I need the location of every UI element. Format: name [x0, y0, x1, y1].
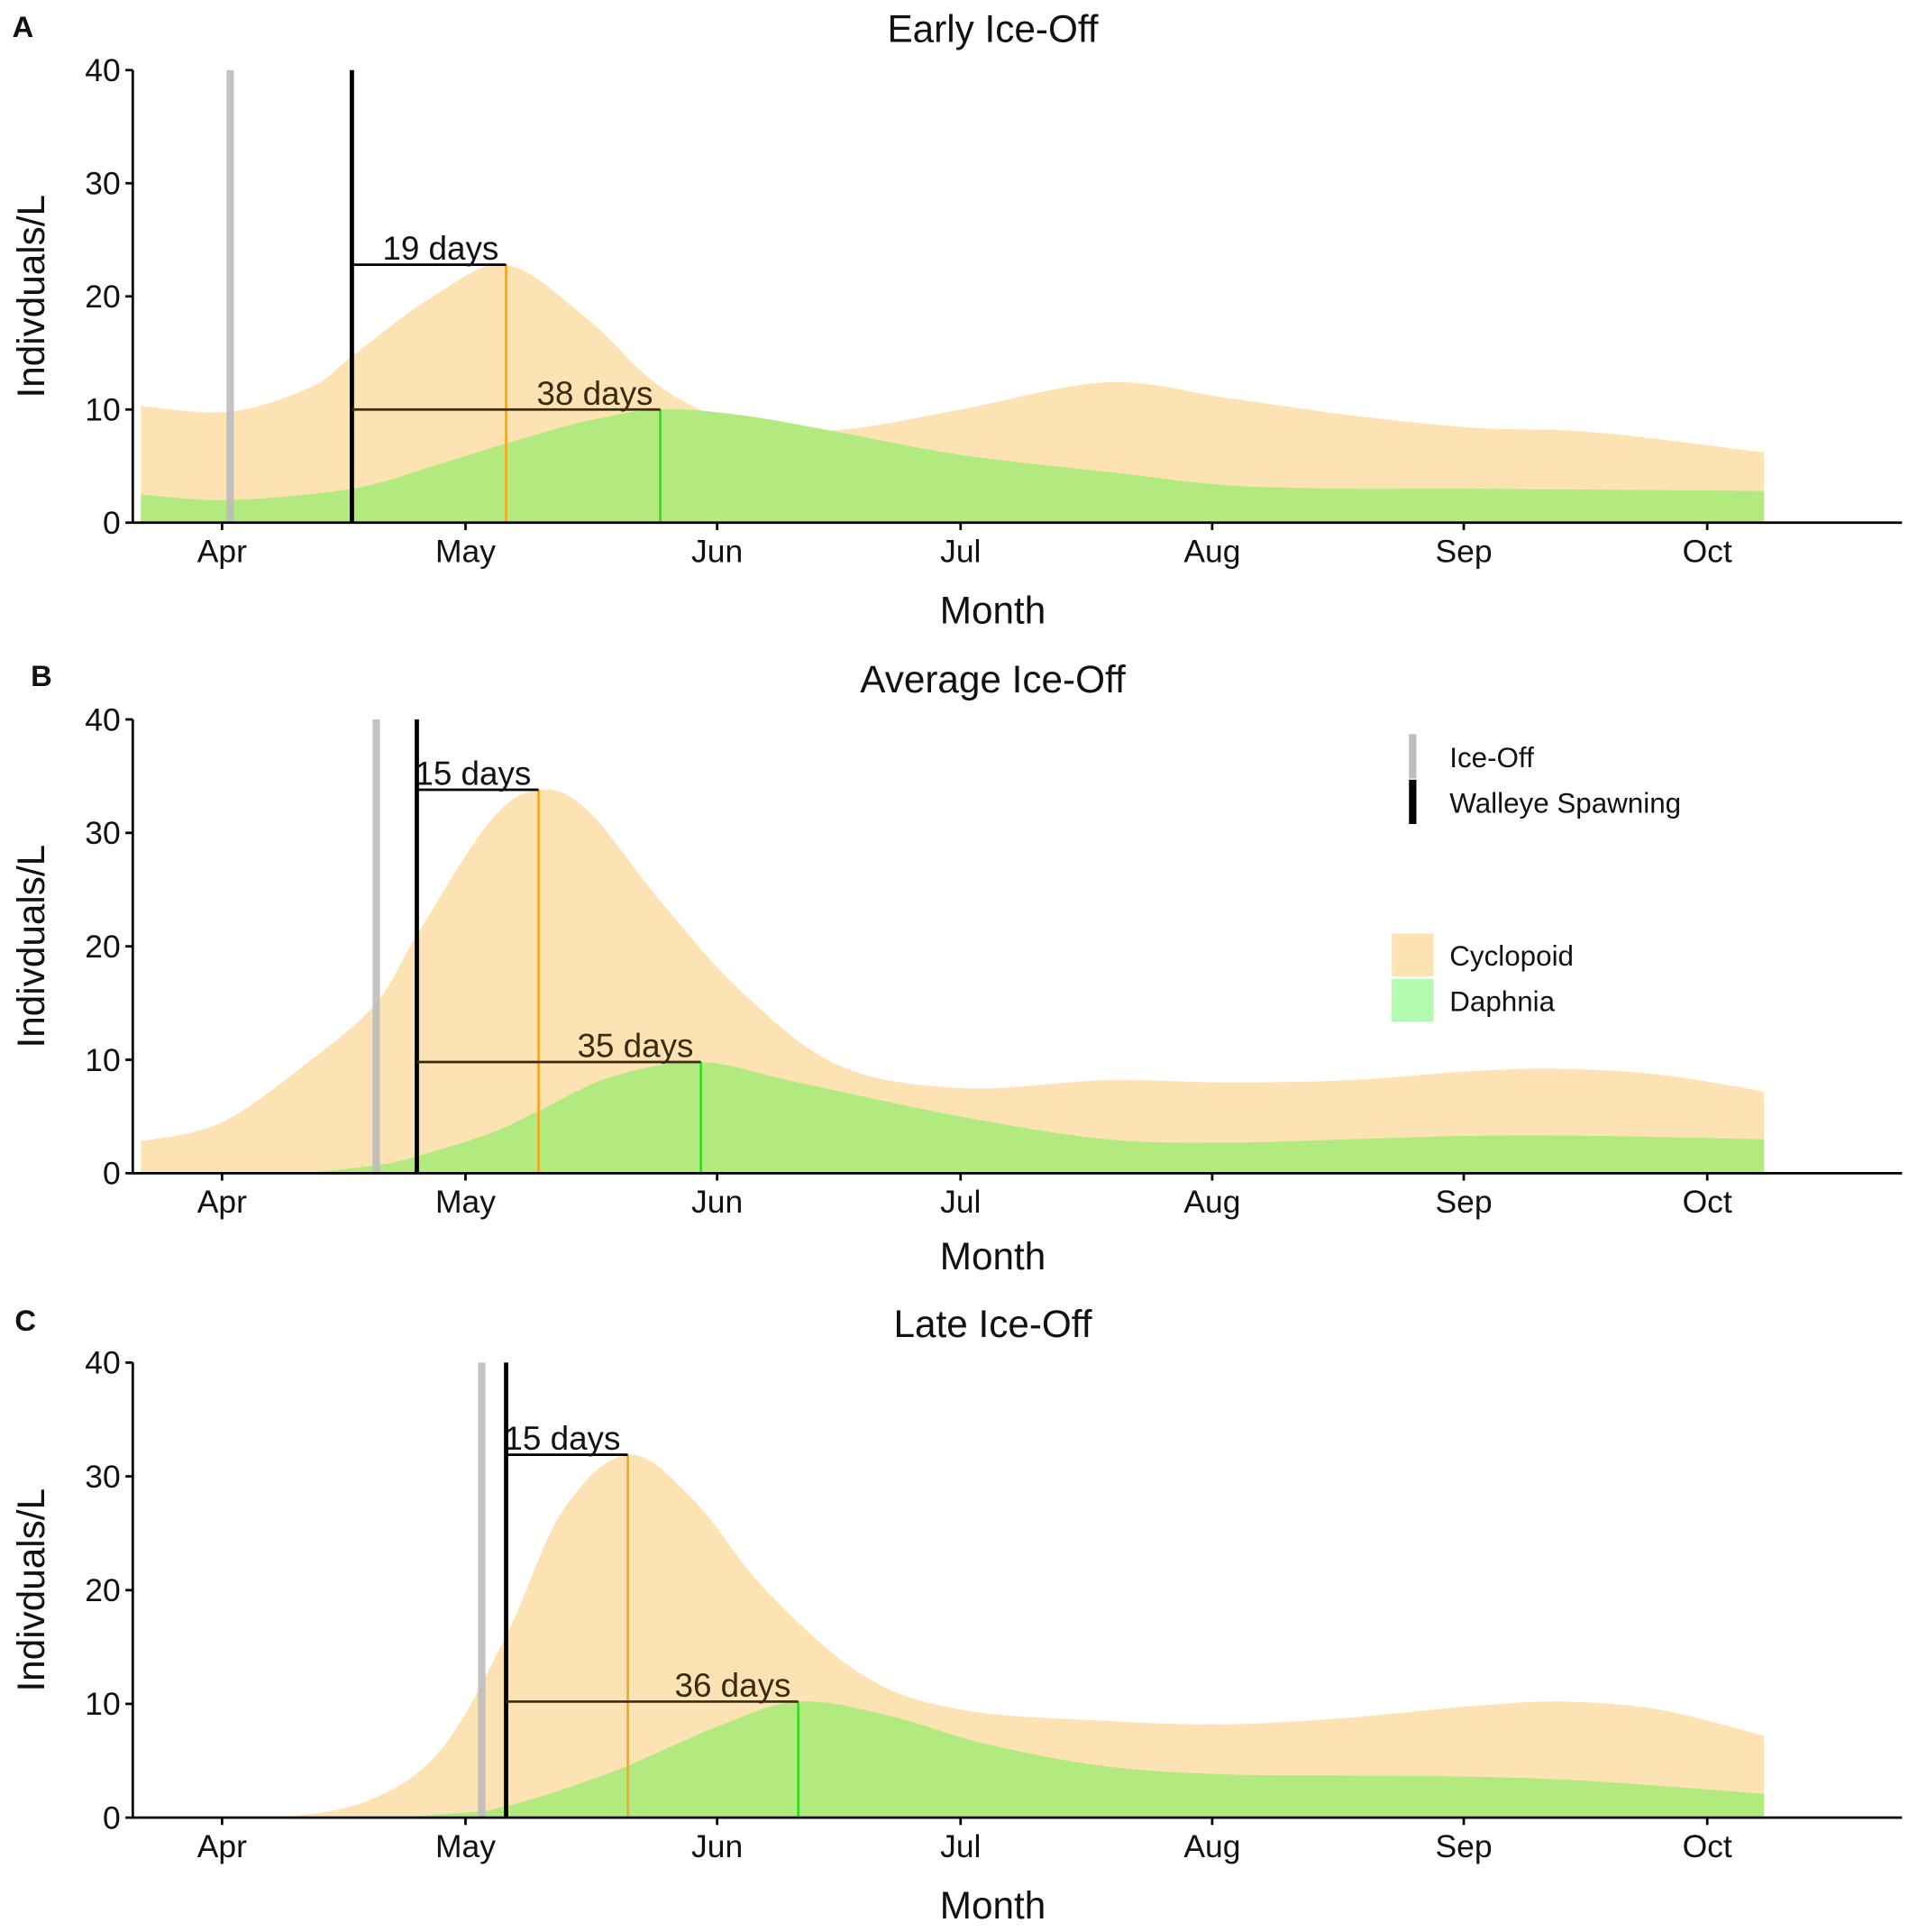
area-cyclopoid	[141, 1454, 1765, 1819]
x-axis-title: Month	[940, 1884, 1046, 1927]
legend: Ice-Off Walleye Spawning Cyclopoid Daphnia	[1392, 734, 1681, 1022]
y-tick-label: 0	[103, 1799, 121, 1836]
x-tick-label: Oct	[1683, 533, 1732, 569]
panel-title: Late Ice-Off	[893, 1303, 1091, 1345]
x-tick-label: Oct	[1683, 1184, 1732, 1220]
y-tick-label: 30	[85, 166, 120, 202]
panel-c: C Late Ice-Off 15 days 36 days 0 10 20 30 40 Apr M…	[10, 1303, 1903, 1927]
y-tick-label: 10	[85, 1686, 120, 1722]
y-tick-label: 30	[85, 1459, 120, 1495]
x-tick-label: Jun	[691, 1828, 743, 1864]
x-tick-label: Apr	[197, 1828, 247, 1864]
x-tick-label: Jul	[940, 1828, 981, 1864]
panel-letter: A	[13, 10, 34, 43]
y-tick-label: 40	[85, 1345, 120, 1381]
x-tick-label: Apr	[197, 1184, 247, 1220]
y-tick-label: 20	[85, 1572, 120, 1608]
x-tick-label: Sep	[1435, 1184, 1492, 1220]
interval-label: 15 days	[415, 755, 531, 792]
x-tick-label: May	[435, 533, 496, 569]
legend-swatch-daphnia	[1392, 978, 1434, 1022]
x-tick-label: May	[435, 1828, 496, 1864]
area-daphnia	[141, 1061, 1765, 1175]
y-tick-label: 40	[85, 701, 120, 737]
x-tick-label: Sep	[1435, 533, 1492, 569]
x-tick-label: Jun	[691, 1184, 743, 1220]
area-cyclopoid	[141, 789, 1765, 1174]
y-axis-title: Indivduals/L	[10, 845, 52, 1048]
interval-label: 38 days	[536, 375, 653, 412]
legend-swatch-cyclopoid	[1392, 933, 1434, 977]
y-tick-label: 20	[85, 929, 120, 965]
x-tick-label: Aug	[1183, 1828, 1240, 1864]
panel-a: A Early Ice-Off 19 days 38 days 0 10 20 30 40 Apr…	[10, 7, 1903, 632]
area-daphnia	[141, 1701, 1765, 1818]
interval-label: 35 days	[577, 1028, 693, 1065]
x-tick-label: May	[435, 1184, 496, 1220]
interval-label: 15 days	[504, 1420, 620, 1457]
x-tick-label: Jul	[940, 1184, 981, 1220]
y-tick-label: 0	[103, 1156, 121, 1192]
interval-label: 36 days	[674, 1667, 790, 1704]
panel-title: Average Ice-Off	[860, 658, 1126, 700]
area-daphnia	[141, 409, 1765, 523]
panel-b: B Average Ice-Off 15 days 35 days 0 10 20 30 40 A…	[10, 658, 1903, 1277]
legend-label: Daphnia	[1449, 985, 1555, 1017]
x-tick-label: Aug	[1183, 1184, 1240, 1220]
legend-label: Ice-Off	[1449, 742, 1534, 774]
y-tick-label: 10	[85, 1042, 120, 1078]
x-tick-label: Jul	[940, 533, 981, 569]
y-axis-title: Indivduals/L	[10, 195, 52, 398]
legend-label: Cyclopoid	[1449, 940, 1574, 972]
x-axis-title: Month	[940, 590, 1046, 632]
interval-label: 19 days	[382, 230, 498, 267]
panel-letter: B	[31, 659, 52, 692]
y-tick-label: 10	[85, 392, 120, 428]
x-tick-label: Oct	[1683, 1828, 1732, 1864]
y-tick-label: 20	[85, 279, 120, 315]
y-tick-label: 40	[85, 52, 120, 88]
panel-letter: C	[14, 1304, 36, 1337]
y-tick-label: 0	[103, 505, 121, 541]
x-tick-label: Apr	[197, 533, 247, 569]
x-axis-title: Month	[940, 1235, 1046, 1277]
panel-title: Early Ice-Off	[887, 7, 1098, 50]
y-tick-label: 30	[85, 815, 120, 851]
x-tick-label: Aug	[1183, 533, 1240, 569]
x-tick-label: Jun	[691, 533, 743, 569]
y-axis-title: Indivduals/L	[10, 1488, 52, 1692]
x-tick-label: Sep	[1435, 1828, 1492, 1864]
legend-label: Walleye Spawning	[1449, 788, 1681, 819]
